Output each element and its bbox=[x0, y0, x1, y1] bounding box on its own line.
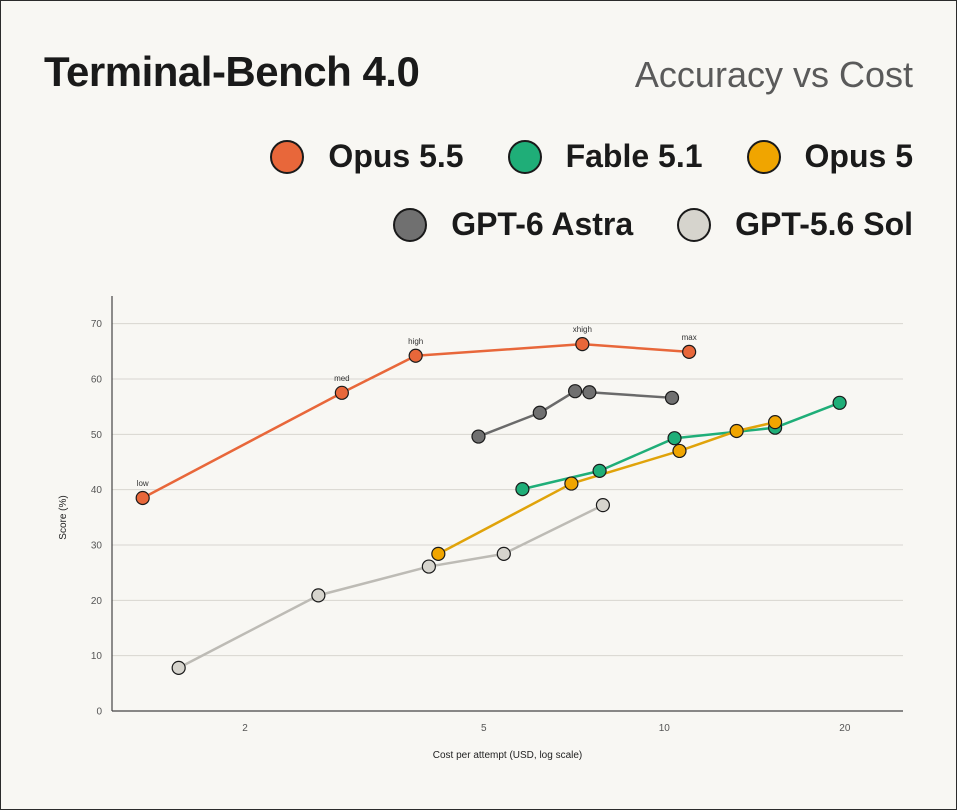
point-gpt-5-6-sol-0 bbox=[171, 660, 186, 675]
y-tick-label-20: 20 bbox=[91, 596, 103, 607]
y-tick-label-60: 60 bbox=[91, 375, 103, 386]
x-tick-label-10: 10 bbox=[659, 723, 671, 734]
legend-marker-opus-5-5 bbox=[270, 139, 305, 174]
point-label-opus-5-5-low: low bbox=[137, 479, 149, 488]
point-gpt-5-6-sol-3 bbox=[496, 546, 511, 561]
point-fable-5-1-4 bbox=[832, 395, 847, 410]
point-opus-5-5-1 bbox=[334, 385, 349, 400]
point-fable-5-1-1 bbox=[592, 463, 607, 478]
point-label-opus-5-5-med: med bbox=[334, 374, 350, 383]
point-gpt-6-astra-0 bbox=[471, 429, 486, 444]
legend-label-opus-5-5: Opus 5.5 bbox=[328, 138, 464, 174]
series-line-opus-5 bbox=[437, 420, 777, 556]
legend-item-fable-5-1[interactable]: Fable 5.1 bbox=[507, 138, 703, 175]
series-line-opus-5-5 bbox=[141, 342, 691, 500]
point-opus-5-1 bbox=[564, 476, 579, 491]
legend-item-gpt-5-6-sol[interactable]: GPT-5.6 Sol bbox=[677, 206, 913, 243]
point-gpt-6-astra-4 bbox=[664, 390, 680, 405]
point-label-opus-5-5-high: high bbox=[408, 337, 423, 346]
legend-row-1: Opus 5.5 Fable 5.1 Opus 5 bbox=[270, 138, 913, 175]
point-fable-5-1-2 bbox=[667, 431, 682, 446]
y-tick-label-40: 40 bbox=[91, 485, 103, 496]
point-gpt-5-6-sol-2 bbox=[421, 559, 436, 574]
y-tick-label-50: 50 bbox=[91, 430, 103, 441]
point-label-opus-5-5-max: max bbox=[682, 333, 697, 342]
point-gpt-6-astra-2 bbox=[567, 384, 583, 399]
point-opus-5-5-2 bbox=[408, 348, 423, 363]
legend-item-opus-5-5[interactable]: Opus 5.5 bbox=[270, 138, 464, 175]
legend-marker-gpt-6-astra bbox=[393, 207, 428, 242]
point-gpt-6-astra-3 bbox=[582, 385, 597, 400]
x-tick-label-2: 2 bbox=[242, 723, 248, 734]
point-gpt-5-6-sol-4 bbox=[595, 498, 611, 513]
legend-item-gpt-6-astra[interactable]: GPT-6 Astra bbox=[393, 206, 633, 243]
point-opus-5-5-0 bbox=[135, 490, 150, 506]
x-tick-label-20: 20 bbox=[839, 723, 851, 734]
y-tick-label-70: 70 bbox=[91, 319, 103, 330]
point-fable-5-1-0 bbox=[515, 482, 530, 497]
legend-marker-gpt-5-6-sol bbox=[677, 207, 712, 242]
point-opus-5-4 bbox=[767, 415, 783, 430]
y-tick-label-10: 10 bbox=[91, 651, 103, 662]
point-gpt-5-6-sol-1 bbox=[311, 588, 326, 603]
point-opus-5-2 bbox=[672, 443, 687, 459]
y-axis-label: Score (%) bbox=[58, 495, 69, 539]
point-gpt-6-astra-1 bbox=[532, 405, 547, 420]
legend-label-opus-5: Opus 5 bbox=[804, 138, 913, 174]
point-opus-5-5-4 bbox=[682, 344, 697, 359]
legend-label-gpt-6-astra: GPT-6 Astra bbox=[451, 206, 634, 242]
chart-subtitle: Accuracy vs Cost bbox=[634, 54, 913, 95]
chart-title: Terminal-Bench 4.0 bbox=[44, 48, 420, 95]
point-opus-5-0 bbox=[431, 546, 446, 561]
x-tick-label-5: 5 bbox=[481, 723, 487, 734]
point-opus-5-3 bbox=[729, 423, 744, 439]
point-label-opus-5-5-xhigh: xhigh bbox=[573, 325, 592, 334]
y-tick-label-30: 30 bbox=[91, 541, 103, 552]
legend-label-gpt-5-6-sol: GPT-5.6 Sol bbox=[735, 206, 913, 242]
legend-label-fable-5-1: Fable 5.1 bbox=[565, 138, 703, 174]
y-tick-label-0: 0 bbox=[96, 707, 102, 718]
legend-marker-fable-5-1 bbox=[507, 139, 542, 174]
legend-item-opus-5[interactable]: Opus 5 bbox=[746, 138, 913, 175]
series-line-gpt-5-6-sol bbox=[177, 503, 605, 670]
legend-marker-opus-5 bbox=[746, 139, 781, 174]
legend-row-2: GPT-6 Astra GPT-5.6 Sol bbox=[393, 206, 913, 243]
point-opus-5-5-3 bbox=[575, 337, 590, 352]
x-axis-label: Cost per attempt (USD, log scale) bbox=[433, 750, 583, 761]
